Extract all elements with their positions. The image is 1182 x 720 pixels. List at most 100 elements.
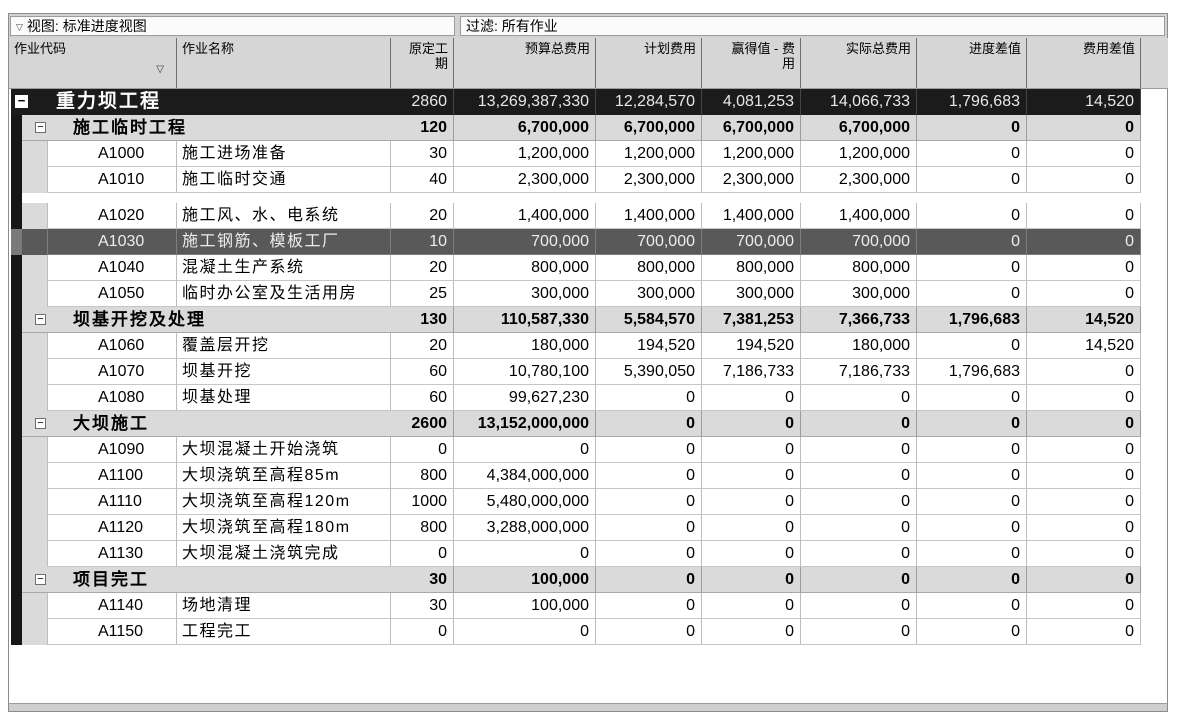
- activity-name-cell[interactable]: 施工风、水、电系统: [177, 203, 391, 229]
- cv-cell[interactable]: 0: [1027, 203, 1141, 229]
- actual-cell[interactable]: 300,000: [801, 281, 917, 307]
- actual-cell[interactable]: 0: [801, 619, 917, 645]
- filter-selector[interactable]: 过滤: 所有作业: [460, 16, 1165, 36]
- cv-cell[interactable]: 0: [1027, 229, 1141, 255]
- planned-cell[interactable]: 0: [596, 567, 702, 593]
- planned-cell[interactable]: 0: [596, 489, 702, 515]
- planned-cell[interactable]: 0: [596, 515, 702, 541]
- earned-cell[interactable]: 6,700,000: [702, 115, 801, 141]
- group-name-cell[interactable]: 项目完工: [22, 567, 391, 593]
- actual-cell[interactable]: 0: [801, 437, 917, 463]
- budget-cell[interactable]: 4,384,000,000: [454, 463, 596, 489]
- earned-cell[interactable]: 1,200,000: [702, 141, 801, 167]
- earned-cell[interactable]: 700,000: [702, 229, 801, 255]
- sv-cell[interactable]: 0: [917, 229, 1027, 255]
- column-header-planned[interactable]: 计划费用: [596, 38, 702, 88]
- group-row[interactable]: − 大坝施工 2600 13,152,000,000 0 0 0 0 0: [11, 411, 1141, 437]
- activity-row-A1010[interactable]: A1010 施工临时交通 40 2,300,000 2,300,000 2,300,000…: [11, 167, 1141, 193]
- earned-cell[interactable]: 0: [702, 437, 801, 463]
- dur-cell[interactable]: 2860: [391, 89, 454, 115]
- actual-cell[interactable]: 0: [801, 385, 917, 411]
- budget-cell[interactable]: 700,000: [454, 229, 596, 255]
- planned-cell[interactable]: 12,284,570: [596, 89, 702, 115]
- sv-cell[interactable]: 0: [917, 115, 1027, 141]
- collapse-icon[interactable]: −: [35, 418, 46, 429]
- sv-cell[interactable]: 0: [917, 385, 1027, 411]
- dur-cell[interactable]: 20: [391, 255, 454, 281]
- activity-row-A1120[interactable]: A1120 大坝浇筑至高程180m 800 3,288,000,000 0 0 0 0 0: [11, 515, 1141, 541]
- sv-cell[interactable]: 0: [917, 489, 1027, 515]
- column-header-actual[interactable]: 实际总费用: [801, 38, 917, 88]
- dur-cell[interactable]: 30: [391, 141, 454, 167]
- budget-cell[interactable]: 110,587,330: [454, 307, 596, 333]
- column-header-cv[interactable]: 费用差值: [1027, 38, 1141, 88]
- column-header-budget[interactable]: 预算总费用: [454, 38, 596, 88]
- activity-row-A1110[interactable]: A1110 大坝浇筑至高程120m 1000 5,480,000,000 0 0 0 0 0: [11, 489, 1141, 515]
- sv-cell[interactable]: 0: [917, 255, 1027, 281]
- cv-cell[interactable]: 0: [1027, 619, 1141, 645]
- parent-row[interactable]: − 重力坝工程 2860 13,269,387,330 12,284,570 4,081,…: [11, 89, 1141, 115]
- earned-cell[interactable]: 4,081,253: [702, 89, 801, 115]
- planned-cell[interactable]: 1,400,000: [596, 203, 702, 229]
- horizontal-scrollbar[interactable]: [9, 703, 1167, 711]
- dur-cell[interactable]: 60: [391, 385, 454, 411]
- dur-cell[interactable]: 20: [391, 203, 454, 229]
- cv-cell[interactable]: 0: [1027, 593, 1141, 619]
- dur-cell[interactable]: 10: [391, 229, 454, 255]
- activity-row-A1140[interactable]: A1140 场地清理 30 100,000 0 0 0 0 0: [11, 593, 1141, 619]
- planned-cell[interactable]: 1,200,000: [596, 141, 702, 167]
- budget-cell[interactable]: 0: [454, 619, 596, 645]
- planned-cell[interactable]: 0: [596, 385, 702, 411]
- cv-cell[interactable]: 0: [1027, 115, 1141, 141]
- activity-row-A1070[interactable]: A1070 坝基开挖 60 10,780,100 5,390,050 7,186,733 7…: [11, 359, 1141, 385]
- budget-cell[interactable]: 300,000: [454, 281, 596, 307]
- earned-cell[interactable]: 0: [702, 489, 801, 515]
- sv-cell[interactable]: 0: [917, 203, 1027, 229]
- dur-cell[interactable]: 130: [391, 307, 454, 333]
- cv-cell[interactable]: 0: [1027, 437, 1141, 463]
- activity-name-cell[interactable]: 施工临时交通: [177, 167, 391, 193]
- budget-cell[interactable]: 0: [454, 437, 596, 463]
- activity-row-A1090[interactable]: A1090 大坝混凝土开始浇筑 0 0 0 0 0 0 0: [11, 437, 1141, 463]
- actual-cell[interactable]: 0: [801, 593, 917, 619]
- cv-cell[interactable]: 14,520: [1027, 307, 1141, 333]
- budget-cell[interactable]: 5,480,000,000: [454, 489, 596, 515]
- dur-cell[interactable]: 0: [391, 437, 454, 463]
- sv-cell[interactable]: 0: [917, 619, 1027, 645]
- budget-cell[interactable]: 800,000: [454, 255, 596, 281]
- planned-cell[interactable]: 194,520: [596, 333, 702, 359]
- view-selector[interactable]: ▽ 视图: 标准进度视图: [10, 16, 455, 36]
- sv-cell[interactable]: 0: [917, 437, 1027, 463]
- activity-name-cell[interactable]: 工程完工: [177, 619, 391, 645]
- activity-code-cell[interactable]: A1010: [47, 167, 177, 193]
- planned-cell[interactable]: 5,584,570: [596, 307, 702, 333]
- budget-cell[interactable]: 0: [454, 541, 596, 567]
- activity-code-cell[interactable]: A1060: [47, 333, 177, 359]
- group-row[interactable]: − 项目完工 30 100,000 0 0 0 0 0: [11, 567, 1141, 593]
- activity-row-A1080[interactable]: A1080 坝基处理 60 99,627,230 0 0 0 0 0: [11, 385, 1141, 411]
- dur-cell[interactable]: 25: [391, 281, 454, 307]
- dur-cell[interactable]: 800: [391, 463, 454, 489]
- collapse-icon[interactable]: −: [35, 122, 46, 133]
- budget-cell[interactable]: 180,000: [454, 333, 596, 359]
- column-header-sv[interactable]: 进度差值: [917, 38, 1027, 88]
- cv-cell[interactable]: 0: [1027, 541, 1141, 567]
- dur-cell[interactable]: 40: [391, 167, 454, 193]
- budget-cell[interactable]: 100,000: [454, 567, 596, 593]
- activity-row-A1040[interactable]: A1040 混凝土生产系统 20 800,000 800,000 800,000 800,0…: [11, 255, 1141, 281]
- activity-code-cell[interactable]: A1150: [47, 619, 177, 645]
- cv-cell[interactable]: 0: [1027, 281, 1141, 307]
- sv-cell[interactable]: 0: [917, 463, 1027, 489]
- sv-cell[interactable]: 0: [917, 567, 1027, 593]
- earned-cell[interactable]: 7,381,253: [702, 307, 801, 333]
- dur-cell[interactable]: 0: [391, 619, 454, 645]
- budget-cell[interactable]: 2,300,000: [454, 167, 596, 193]
- cv-cell[interactable]: 0: [1027, 255, 1141, 281]
- activity-code-cell[interactable]: A1050: [47, 281, 177, 307]
- budget-cell[interactable]: 13,152,000,000: [454, 411, 596, 437]
- activity-code-cell[interactable]: A1030: [47, 229, 177, 255]
- column-header-code[interactable]: 作业代码 ▽: [9, 38, 177, 88]
- sv-cell[interactable]: 0: [917, 515, 1027, 541]
- activity-code-cell[interactable]: A1000: [47, 141, 177, 167]
- actual-cell[interactable]: 0: [801, 515, 917, 541]
